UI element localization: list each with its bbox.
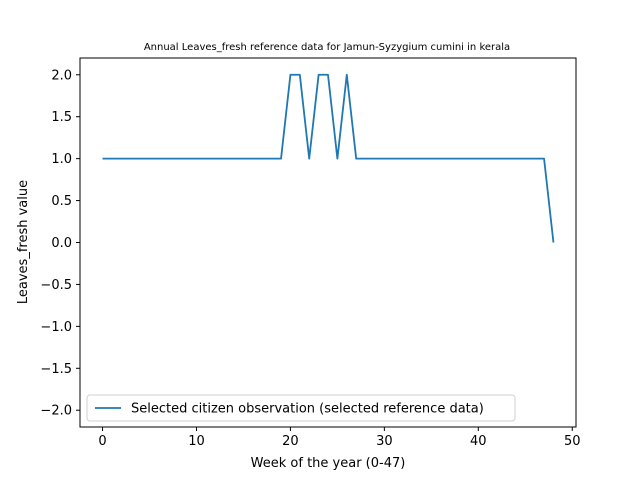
y-tick-label: −1.5 [40, 362, 72, 377]
y-tick-label: −0.5 [40, 278, 72, 293]
y-tick-label: −2.0 [40, 404, 72, 419]
x-tick-label: 50 [564, 434, 581, 449]
y-tick-label: 2.0 [51, 68, 72, 83]
x-tick-label: 10 [188, 434, 205, 449]
legend-label: Selected citizen observation (selected r… [131, 402, 484, 417]
y-tick-label: 0.5 [51, 194, 72, 209]
y-axis-label: Leaves_fresh value [16, 180, 31, 304]
y-tick-label: 1.5 [51, 110, 72, 125]
y-axis-ticks: 2.0 1.5 1.0 0.5 0.0 −0.5 −1.0 −1.5 −2.0 [40, 68, 80, 419]
y-tick-label: 0.0 [51, 236, 72, 251]
plot-area [102, 73, 555, 243]
x-tick-label: 20 [282, 434, 299, 449]
x-axis-label: Week of the year (0-47) [251, 456, 406, 471]
x-tick-label: 0 [98, 434, 106, 449]
chart-title: Annual Leaves_fresh reference data for J… [144, 42, 510, 53]
legend-box [86, 394, 516, 422]
y-tick-label: −1.0 [40, 320, 72, 335]
x-tick-label: 40 [470, 434, 487, 449]
x-axis-ticks: 0 10 20 30 40 50 [98, 427, 581, 449]
series-line-0 [102, 73, 555, 243]
y-tick-label: 1.0 [51, 152, 72, 167]
axes-frame [79, 57, 577, 428]
legend: Selected citizen observation (selected r… [86, 394, 516, 422]
x-tick-label: 30 [376, 434, 393, 449]
